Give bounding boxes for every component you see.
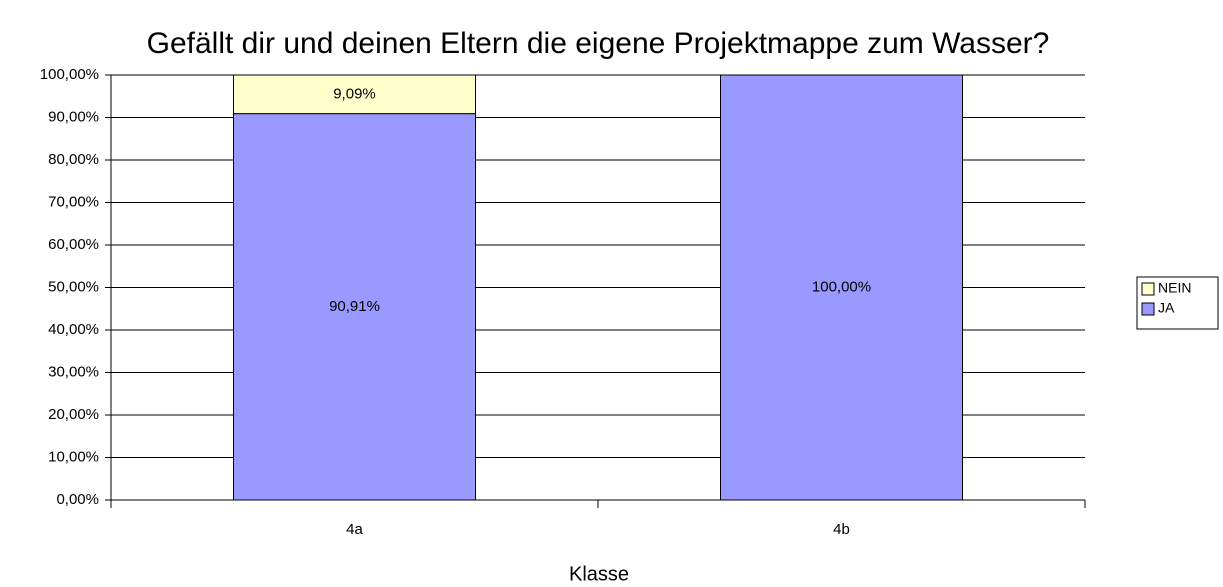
chart-title: Gefällt dir und deinen Eltern die eigene…	[147, 27, 1050, 60]
y-tick-label: 30,00%	[48, 363, 99, 380]
y-tick-label: 20,00%	[48, 406, 99, 423]
legend-label: NEIN	[1158, 280, 1191, 296]
y-tick-label: 70,00%	[48, 193, 99, 210]
x-axis-label: Klasse	[569, 563, 629, 585]
data-label: 9,09%	[333, 85, 376, 102]
bar-segment	[720, 74, 963, 501]
y-tick-label: 10,00%	[48, 448, 99, 465]
y-tick-label: 100,00%	[40, 66, 99, 83]
legend-label: JA	[1158, 300, 1175, 316]
data-label: 90,91%	[329, 298, 380, 315]
y-tick-label: 50,00%	[48, 278, 99, 295]
y-tick-label: 80,00%	[48, 151, 99, 168]
x-tick-label: 4a	[346, 521, 363, 538]
legend-swatch	[1141, 302, 1155, 316]
y-tick-label: 60,00%	[48, 236, 99, 253]
legend-swatch	[1141, 282, 1155, 296]
y-tick-label: 40,00%	[48, 321, 99, 338]
x-tick-label: 4b	[833, 521, 850, 538]
bar-segment	[233, 74, 476, 115]
y-tick-label: 90,00%	[48, 108, 99, 125]
y-tick-label: 0,00%	[56, 491, 99, 508]
bar-segment	[233, 113, 476, 501]
data-label: 100,00%	[812, 278, 871, 295]
